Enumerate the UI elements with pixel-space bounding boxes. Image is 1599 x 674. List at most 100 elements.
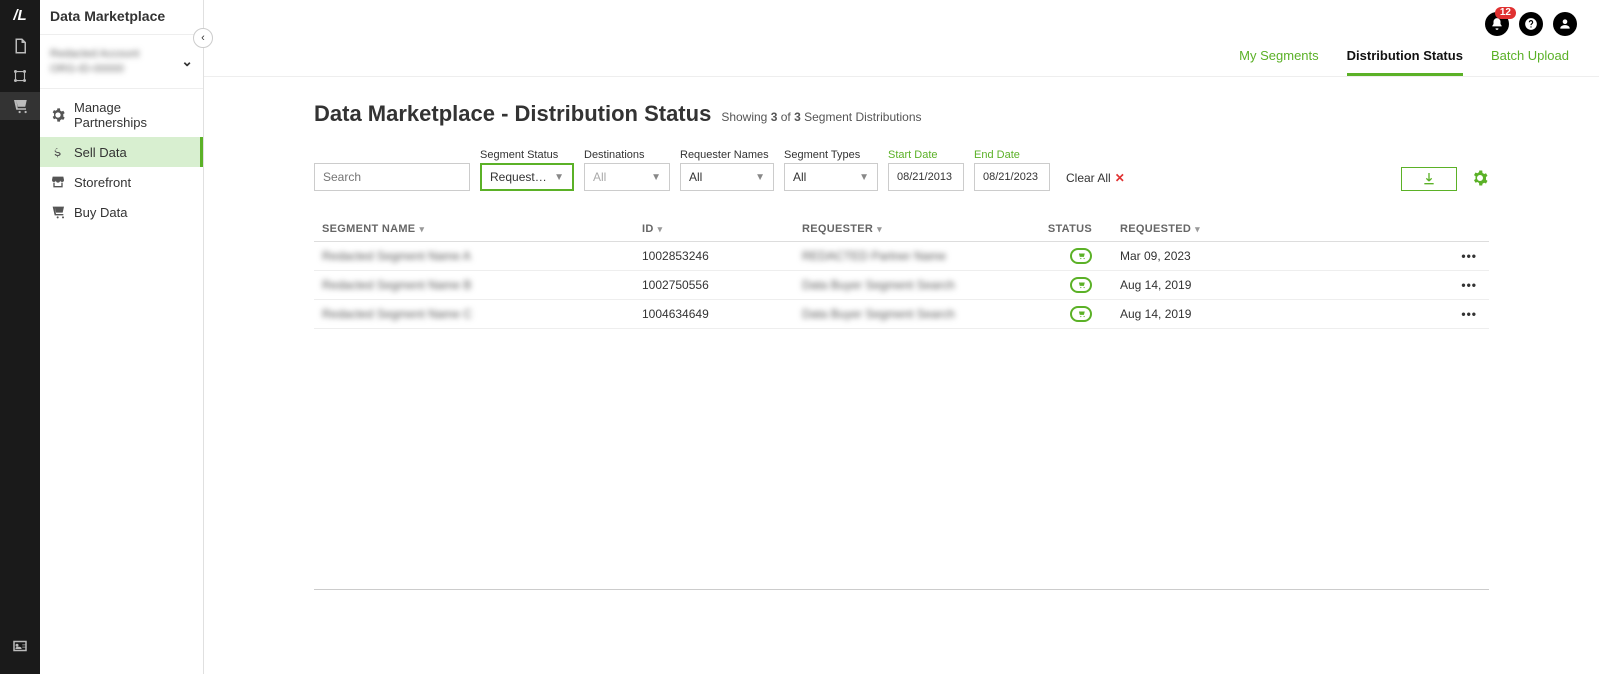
icon-rail: /L bbox=[0, 0, 40, 674]
status-requested-icon bbox=[1070, 277, 1092, 293]
sidebar-collapse-button[interactable]: ‹ bbox=[193, 28, 213, 48]
store-icon bbox=[50, 174, 66, 190]
sidebar-title: Data Marketplace bbox=[40, 0, 203, 35]
col-segment-name[interactable]: SEGMENT NAME▾ bbox=[322, 223, 642, 235]
user-icon bbox=[1558, 17, 1572, 31]
cell-segment-name: Redacted Segment Name A bbox=[322, 249, 642, 263]
caret-down-icon: ▼ bbox=[651, 172, 661, 183]
sidebar-item-label: Buy Data bbox=[74, 205, 127, 220]
filter-label-requester-names: Requester Names bbox=[680, 149, 774, 161]
filter-label-segment-types: Segment Types bbox=[784, 149, 878, 161]
tabs: My Segments Distribution Status Batch Up… bbox=[204, 0, 1599, 77]
filter-segment-status[interactable]: Requested ...▼ bbox=[480, 163, 574, 191]
cell-requester: Data Buyer Segment Search bbox=[802, 278, 992, 292]
filter-label-destinations: Destinations bbox=[584, 149, 670, 161]
filter-end-date[interactable]: 08/21/2023 bbox=[974, 163, 1050, 191]
filter-destinations[interactable]: All▼ bbox=[584, 163, 670, 191]
gear-icon bbox=[1471, 169, 1489, 187]
sidebar-item-label: Storefront bbox=[74, 175, 131, 190]
row-actions-button[interactable]: ••• bbox=[1441, 307, 1481, 321]
search-input[interactable] bbox=[314, 163, 470, 191]
sidebar-item-sell-data[interactable]: Sell Data bbox=[40, 137, 203, 167]
account-id: ORG-ID-00000 bbox=[50, 62, 139, 76]
row-actions-button[interactable]: ••• bbox=[1441, 249, 1481, 263]
table-row: Redacted Segment Name B 1002750556 Data … bbox=[314, 271, 1489, 300]
profile-button[interactable] bbox=[1553, 12, 1577, 36]
col-id[interactable]: ID▾ bbox=[642, 223, 802, 235]
id-card-icon bbox=[11, 637, 29, 655]
tab-batch-upload[interactable]: Batch Upload bbox=[1491, 48, 1569, 76]
cell-requested: Mar 09, 2023 bbox=[1092, 249, 1441, 263]
rail-item-reports[interactable] bbox=[0, 32, 40, 60]
col-requested[interactable]: REQUESTED▾ bbox=[1092, 223, 1441, 235]
account-selector[interactable]: Redacted Account ORG-ID-00000 ⌄ bbox=[40, 35, 203, 89]
cell-segment-name: Redacted Segment Name C bbox=[322, 307, 642, 321]
caret-down-icon: ▼ bbox=[554, 172, 564, 183]
cell-requester: Data Buyer Segment Search bbox=[802, 307, 992, 321]
table-header: SEGMENT NAME▾ ID▾ REQUESTER▾ STATUS REQU… bbox=[314, 217, 1489, 242]
caret-down-icon: ▼ bbox=[859, 172, 869, 183]
sidebar-item-label: Manage Partnerships bbox=[74, 100, 193, 130]
table-row: Redacted Segment Name A 1002853246 REDAC… bbox=[314, 242, 1489, 271]
sidebar-item-label: Sell Data bbox=[74, 145, 127, 160]
cart-icon bbox=[11, 97, 29, 115]
side-nav: Manage Partnerships Sell Data Storefront… bbox=[40, 89, 203, 227]
content: Data Marketplace - Distribution Status S… bbox=[204, 77, 1599, 590]
tab-distribution-status[interactable]: Distribution Status bbox=[1347, 48, 1463, 76]
app-logo[interactable]: /L bbox=[0, 0, 40, 30]
table-settings-button[interactable] bbox=[1471, 169, 1489, 190]
tab-my-segments[interactable]: My Segments bbox=[1239, 48, 1318, 76]
close-icon: ✕ bbox=[1115, 171, 1125, 185]
status-requested-icon bbox=[1070, 306, 1092, 322]
filter-label-start-date: Start Date bbox=[888, 149, 964, 161]
document-icon bbox=[11, 37, 29, 55]
cell-id: 1002750556 bbox=[642, 278, 802, 292]
row-actions-button[interactable]: ••• bbox=[1441, 278, 1481, 292]
cell-requested: Aug 14, 2019 bbox=[1092, 278, 1441, 292]
table-row: Redacted Segment Name C 1004634649 Data … bbox=[314, 300, 1489, 329]
cell-segment-name: Redacted Segment Name B bbox=[322, 278, 642, 292]
cell-requester: REDACTED Partner Name bbox=[802, 249, 992, 263]
help-icon bbox=[1524, 17, 1538, 31]
filter-requester-names[interactable]: All▼ bbox=[680, 163, 774, 191]
filters-bar: Segment Status Requested ...▼ Destinatio… bbox=[314, 149, 1489, 191]
download-button[interactable] bbox=[1401, 167, 1457, 191]
chevron-down-icon: ⌄ bbox=[181, 53, 193, 70]
clear-all-button[interactable]: Clear All ✕ bbox=[1066, 171, 1125, 191]
cell-id: 1002853246 bbox=[642, 249, 802, 263]
page-title: Data Marketplace - Distribution Status bbox=[314, 101, 711, 127]
filter-label-end-date: End Date bbox=[974, 149, 1050, 161]
distribution-table: SEGMENT NAME▾ ID▾ REQUESTER▾ STATUS REQU… bbox=[314, 217, 1489, 329]
nodes-icon bbox=[11, 67, 29, 85]
cell-status bbox=[992, 306, 1092, 322]
cell-id: 1004634649 bbox=[642, 307, 802, 321]
rail-item-contacts[interactable] bbox=[0, 632, 40, 660]
cell-status bbox=[992, 248, 1092, 264]
results-count: Showing 3 of 3 Segment Distributions bbox=[721, 110, 921, 124]
table-footer-divider bbox=[314, 589, 1489, 590]
account-name: Redacted Account bbox=[50, 47, 139, 61]
col-status[interactable]: STATUS bbox=[992, 223, 1092, 235]
bell-icon bbox=[1490, 17, 1504, 31]
help-button[interactable] bbox=[1519, 12, 1543, 36]
dollar-icon bbox=[50, 144, 66, 160]
filter-start-date[interactable]: 08/21/2013 bbox=[888, 163, 964, 191]
notifications-badge: 12 bbox=[1495, 7, 1516, 19]
sidebar-item-manage-partnerships[interactable]: Manage Partnerships bbox=[40, 93, 203, 137]
col-requester[interactable]: REQUESTER▾ bbox=[802, 223, 992, 235]
rail-item-nodes[interactable] bbox=[0, 62, 40, 90]
header-icons: 12 bbox=[1485, 12, 1577, 36]
rail-item-marketplace[interactable] bbox=[0, 92, 40, 120]
sidebar: Data Marketplace ‹ Redacted Account ORG-… bbox=[40, 0, 204, 674]
notifications-button[interactable]: 12 bbox=[1485, 12, 1509, 36]
cell-status bbox=[992, 277, 1092, 293]
download-icon bbox=[1421, 171, 1437, 187]
status-requested-icon bbox=[1070, 248, 1092, 264]
shopping-cart-icon bbox=[50, 204, 66, 220]
caret-down-icon: ▼ bbox=[755, 172, 765, 183]
filter-label-segment-status: Segment Status bbox=[480, 149, 574, 161]
filter-segment-types[interactable]: All▼ bbox=[784, 163, 878, 191]
gear-icon bbox=[50, 107, 66, 123]
sidebar-item-storefront[interactable]: Storefront bbox=[40, 167, 203, 197]
sidebar-item-buy-data[interactable]: Buy Data bbox=[40, 197, 203, 227]
